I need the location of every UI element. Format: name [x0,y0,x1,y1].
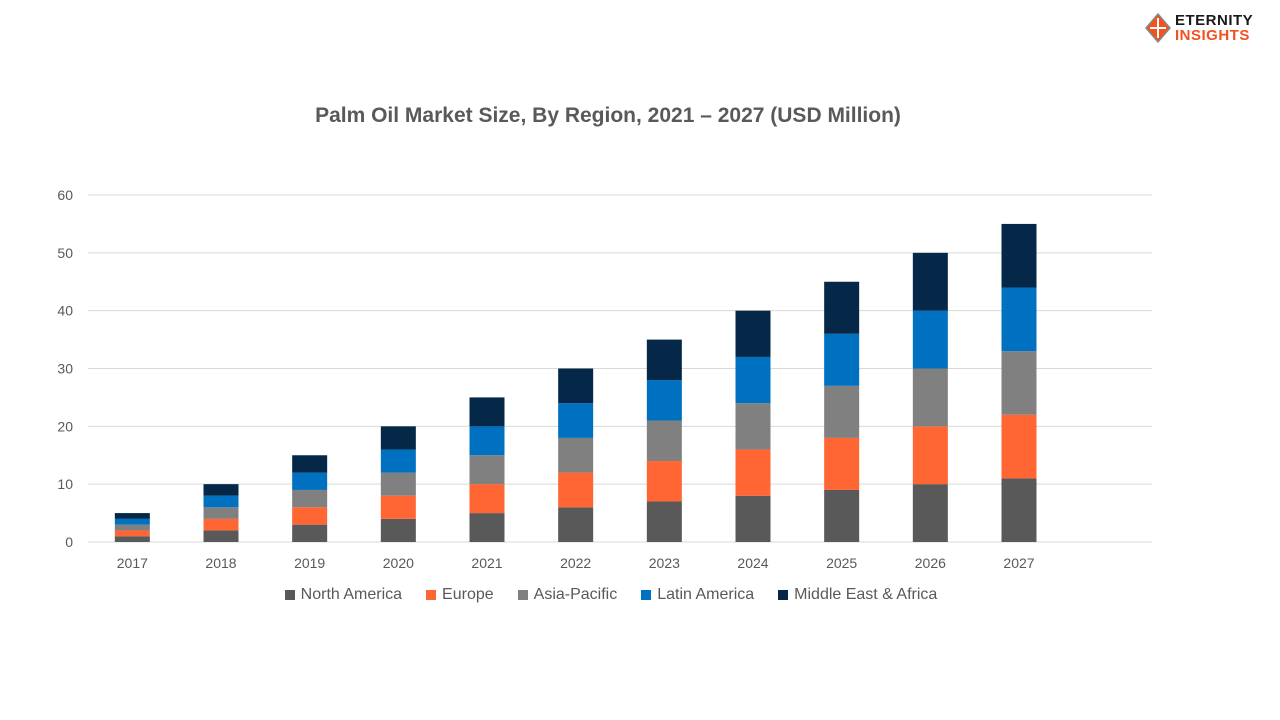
bar-segment-middle-east-africa-2017 [114,513,150,519]
bar-segment-middle-east-africa-2027 [1001,223,1037,288]
legend-label: Middle East & Africa [794,586,938,603]
bar-segment-latin-america-2022 [558,403,594,438]
bar-segment-middle-east-africa-2022 [558,368,594,404]
bar-segment-asia-pacific-2019 [292,489,328,508]
bar-segment-asia-pacific-2025 [824,385,860,438]
bar-segment-latin-america-2026 [912,310,948,369]
bar-segment-europe-2017 [114,530,150,537]
y-tick-label: 50 [57,245,73,261]
bar-segment-latin-america-2027 [1001,287,1037,352]
bar-segment-north-america-2023 [646,501,682,542]
legend-swatch [284,590,295,600]
bar-segment-europe-2021 [469,484,505,514]
bar-segment-middle-east-africa-2021 [469,397,505,427]
legend-item: Middle East & Africa [778,586,937,604]
bar-segment-north-america-2020 [380,518,416,542]
bar-segment-north-america-2022 [558,507,594,542]
x-tick-label: 2021 [471,555,502,571]
y-tick-label: 20 [57,418,73,434]
x-tick-label: 2026 [915,555,946,571]
bar-segment-middle-east-africa-2025 [824,281,860,334]
legend-item: North America [284,586,403,604]
bar-segment-latin-america-2019 [292,472,328,490]
logo-text-line2: INSIGHTS [1175,27,1250,44]
bar-segment-north-america-2018 [203,530,239,542]
bar-segment-latin-america-2017 [114,518,150,525]
legend: North America Europe Asia-Pacific Latin Ame… [0,586,1222,604]
legend-label: North America [300,586,403,603]
legend-item: Europe [426,586,494,604]
legend-swatch [517,590,528,600]
x-tick-label: 2025 [826,555,857,571]
bar-segment-europe-2023 [646,461,682,502]
bar-segment-north-america-2021 [469,513,505,542]
bar-segment-north-america-2017 [114,536,150,542]
bar-segment-middle-east-africa-2023 [646,339,682,381]
bar-segment-latin-america-2020 [380,449,416,473]
bar-segment-europe-2027 [1001,414,1037,479]
bar-segment-asia-pacific-2021 [469,455,505,485]
chart-title: Palm Oil Market Size, By Region, 2021 – … [315,104,901,127]
bar-segment-asia-pacific-2018 [203,507,239,519]
eternity-insights-logo: ETERNITY INSIGHTS [1145,12,1270,46]
bar-segment-europe-2024 [735,449,771,496]
bar-segment-europe-2025 [824,437,860,490]
bar-segment-asia-pacific-2022 [558,437,594,473]
bar-segment-middle-east-africa-2019 [292,455,328,473]
bar-segment-europe-2022 [558,472,594,508]
legend-label: Europe [442,586,494,603]
y-tick-label: 0 [65,534,73,550]
bar-segment-asia-pacific-2023 [646,420,682,462]
y-tick-label: 10 [57,476,73,492]
bar-segment-asia-pacific-2026 [912,368,948,427]
bar-segment-asia-pacific-2024 [735,403,771,450]
bar-segment-europe-2019 [292,507,328,525]
x-tick-label: 2024 [737,555,768,571]
bar-segment-latin-america-2024 [735,356,771,404]
bar-segment-europe-2020 [380,495,416,519]
bar-segment-asia-pacific-2017 [114,524,150,531]
x-tick-label: 2020 [383,555,414,571]
bar-segment-north-america-2019 [292,524,328,542]
bar-segment-north-america-2025 [824,489,860,542]
logo-text-line1: ETERNITY [1175,12,1254,29]
x-tick-label: 2023 [649,555,680,571]
bar-segment-asia-pacific-2027 [1001,351,1037,415]
x-tick-label: 2018 [205,555,236,571]
legend-label: Latin America [657,586,755,603]
y-tick-label: 60 [57,187,73,203]
bar-segment-latin-america-2025 [824,333,860,386]
bar-segment-europe-2018 [203,518,239,531]
y-tick-label: 40 [57,303,73,319]
bar-segment-middle-east-africa-2020 [380,426,416,450]
bar-segment-europe-2026 [912,426,948,485]
x-tick-label: 2019 [294,555,325,571]
bar-segment-asia-pacific-2020 [380,472,416,496]
x-tick-label: 2027 [1003,555,1034,571]
bar-segment-latin-america-2023 [646,380,682,421]
bar-segment-north-america-2024 [735,495,771,542]
bar-segment-middle-east-africa-2024 [735,310,771,357]
bar-segment-latin-america-2021 [469,426,505,456]
legend-label: Asia-Pacific [533,586,618,603]
legend-swatch [641,590,652,600]
bar-segment-north-america-2026 [912,484,948,542]
legend-item: Latin America [641,586,754,604]
bar-segment-north-america-2027 [1001,478,1037,542]
legend-swatch [426,590,437,600]
x-tick-label: 2022 [560,555,591,571]
bar-segment-middle-east-africa-2026 [912,252,948,311]
bar-segment-latin-america-2018 [203,495,239,508]
x-tick-label: 2017 [117,555,148,571]
logo-diamond-icon [1145,12,1171,44]
y-tick-label: 30 [57,361,73,377]
bar-segment-middle-east-africa-2018 [203,484,239,496]
legend-swatch [778,590,789,600]
legend-item: Asia-Pacific [517,586,618,604]
